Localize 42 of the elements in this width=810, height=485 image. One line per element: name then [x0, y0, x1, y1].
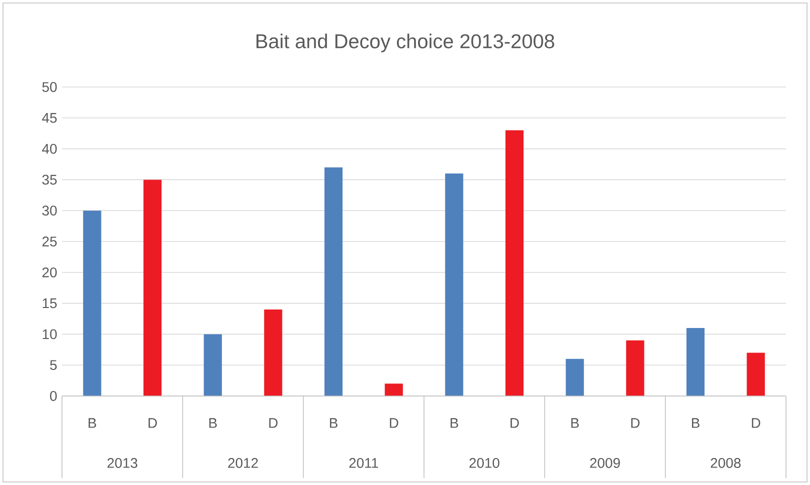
y-tick-label: 50 — [42, 82, 57, 92]
text: B — [692, 418, 700, 428]
bar — [204, 334, 222, 396]
text: B — [571, 418, 579, 428]
bar — [566, 358, 584, 396]
y-tick-label: 25 — [42, 236, 57, 246]
text: B — [330, 418, 338, 428]
bar — [626, 340, 644, 396]
bar — [324, 167, 343, 396]
y-tick-label: 40 — [42, 144, 57, 154]
x-tick-label: 2013 — [107, 458, 138, 468]
x-tick-label: 2008 — [710, 458, 741, 468]
x-tick-label: 2012 — [228, 458, 258, 468]
text: B — [450, 418, 458, 428]
text: D — [390, 418, 398, 428]
bar — [445, 174, 464, 396]
text: D — [631, 418, 640, 428]
y-tick-label: 5 — [50, 360, 57, 370]
x-tick-label: 2011 — [349, 458, 378, 468]
series-label: B — [88, 418, 96, 428]
bar — [264, 309, 282, 396]
text: D — [269, 418, 278, 428]
x-tick-label: 2010 — [469, 458, 500, 468]
bar — [143, 180, 162, 396]
text: B — [209, 418, 217, 428]
y-tick-label: 45 — [42, 113, 57, 123]
bar — [686, 328, 705, 396]
y-tick-label: 15 — [42, 298, 57, 308]
text: D — [510, 418, 519, 428]
series-label: D — [148, 418, 157, 428]
y-tick-label: 30 — [42, 206, 57, 216]
y-tick-label: 10 — [42, 329, 57, 340]
bar — [746, 352, 765, 396]
y-tick-label: 20 — [42, 267, 57, 278]
text: D — [752, 418, 760, 428]
bar — [83, 210, 102, 396]
chart-title: Bait and Decoy choice 2013-2008 — [256, 34, 554, 52]
bar — [384, 384, 403, 396]
y-tick-label: 0 — [50, 391, 57, 401]
y-tick-label: 35 — [42, 174, 57, 185]
x-tick-label: 2009 — [590, 458, 620, 468]
bar — [505, 130, 524, 396]
